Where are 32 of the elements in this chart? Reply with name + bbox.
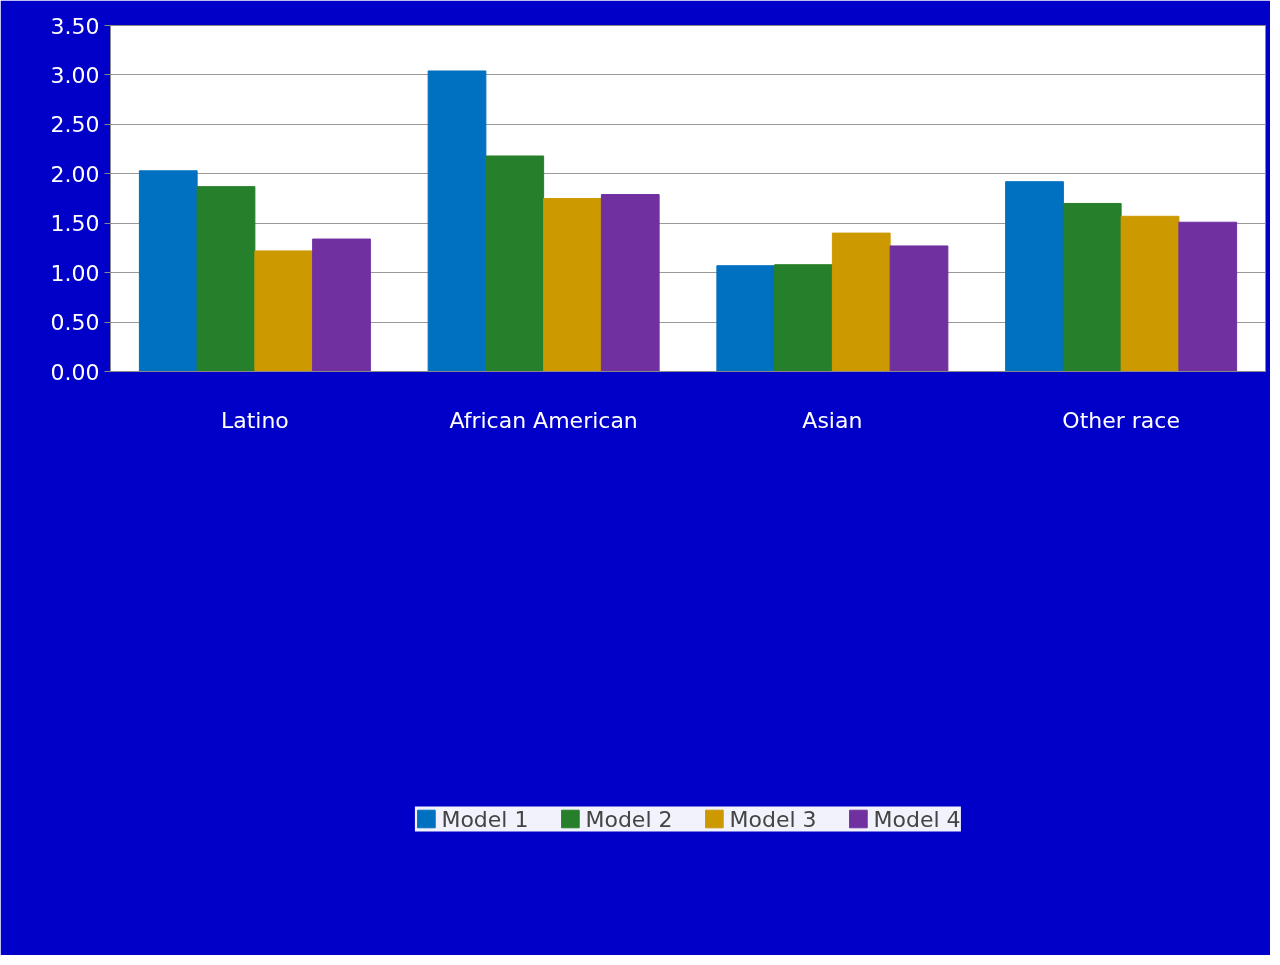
legend-label: Model 1 (441, 806, 529, 832)
bar (774, 264, 833, 372)
bar (543, 198, 602, 372)
bar (1062, 202, 1122, 372)
y-tick-label: 3.00 (50, 62, 100, 88)
y-tick-label: 1.50 (50, 211, 100, 237)
bar (427, 70, 487, 372)
x-tick-label: Asian (802, 407, 863, 433)
legend-label: Model 2 (585, 806, 673, 832)
bar (138, 170, 198, 372)
y-tick-label: 0.00 (50, 359, 100, 385)
bar (600, 194, 660, 372)
x-tick-label: Other race (1062, 407, 1180, 433)
bar (312, 238, 371, 372)
legend-label: Model 4 (873, 806, 961, 832)
bar (831, 232, 891, 372)
y-tick-label: 2.50 (50, 112, 100, 138)
y-tick-label: 2.00 (50, 161, 100, 187)
bar (485, 155, 545, 372)
legend-label: Model 3 (729, 806, 817, 832)
bar (1005, 181, 1064, 372)
bar (1120, 215, 1180, 372)
x-tick-label: African American (449, 407, 638, 433)
bar (196, 186, 256, 372)
bar (254, 250, 314, 372)
x-tick-label: Latino (220, 407, 289, 433)
bar (716, 265, 776, 372)
bar (889, 245, 949, 372)
y-tick-label: 1.00 (50, 260, 100, 286)
y-tick-label: 0.50 (50, 310, 100, 336)
y-tick-label: 3.50 (50, 13, 100, 39)
bar (1178, 221, 1238, 372)
